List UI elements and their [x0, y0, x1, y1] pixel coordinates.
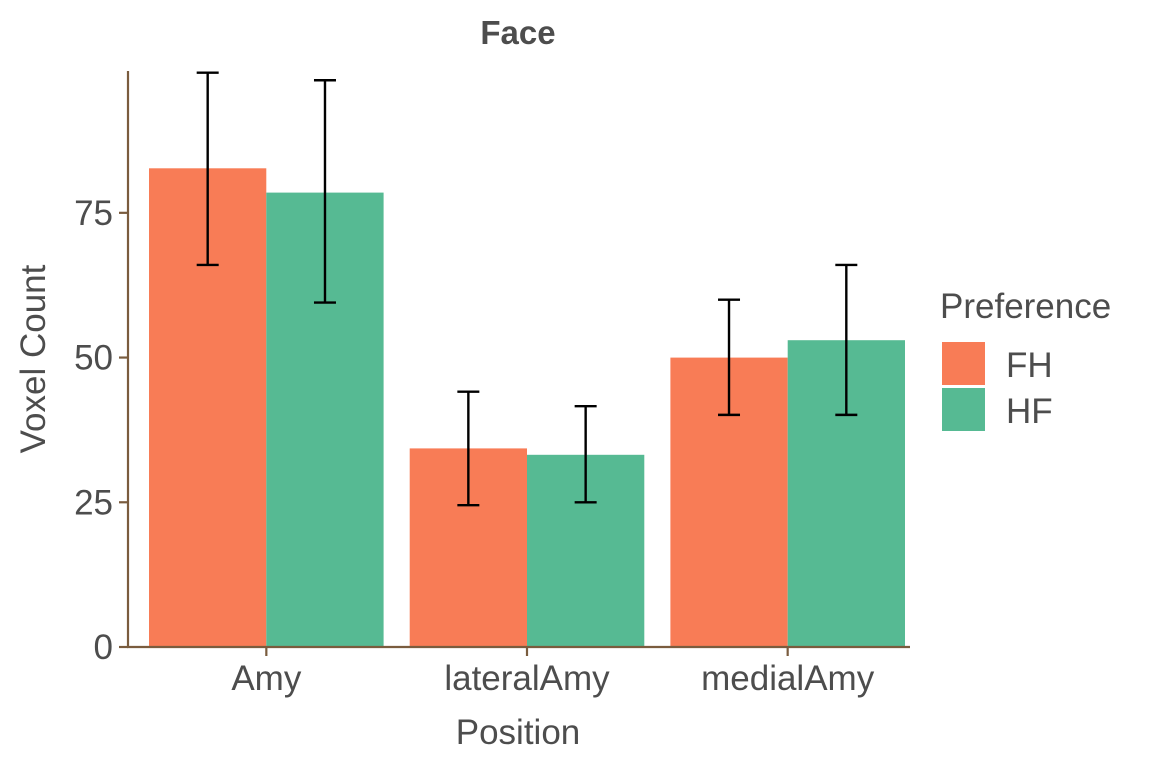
- y-tick-label: 25: [74, 483, 113, 522]
- legend-label-hf: HF: [1006, 392, 1053, 431]
- x-tick-label: medialAmy: [701, 659, 875, 698]
- error-bar-hf-amy: [313, 79, 336, 304]
- legend-swatch-fh: [942, 342, 985, 385]
- y-tick-label: 75: [74, 194, 113, 233]
- x-ticks-group: Amy lateralAmy medialAmy: [231, 647, 875, 698]
- y-tick-label: 50: [74, 339, 113, 378]
- error-bar-fh-amy: [196, 71, 219, 267]
- error-bar-hf-medialamy: [835, 263, 858, 417]
- error-bar-fh-lateralamy: [457, 390, 480, 507]
- error-bar-fh-medialamy: [718, 298, 741, 417]
- chart-title: Face: [480, 14, 555, 51]
- legend-title: Preference: [940, 287, 1111, 326]
- legend-swatch-hf: [942, 388, 985, 431]
- error-bar-hf-lateralamy: [574, 404, 597, 504]
- y-ticks-group: 0 25 50 75: [74, 194, 128, 667]
- legend: Preference FH HF: [940, 287, 1111, 431]
- y-tick-label: 0: [94, 628, 113, 667]
- x-tick-label: Amy: [231, 659, 302, 698]
- error-bars-group: [196, 71, 858, 507]
- y-axis-title: Voxel Count: [14, 264, 53, 453]
- x-tick-label: lateralAmy: [444, 659, 610, 698]
- bars-group: [149, 168, 905, 648]
- x-axis-title: Position: [456, 713, 581, 752]
- legend-label-fh: FH: [1006, 346, 1053, 385]
